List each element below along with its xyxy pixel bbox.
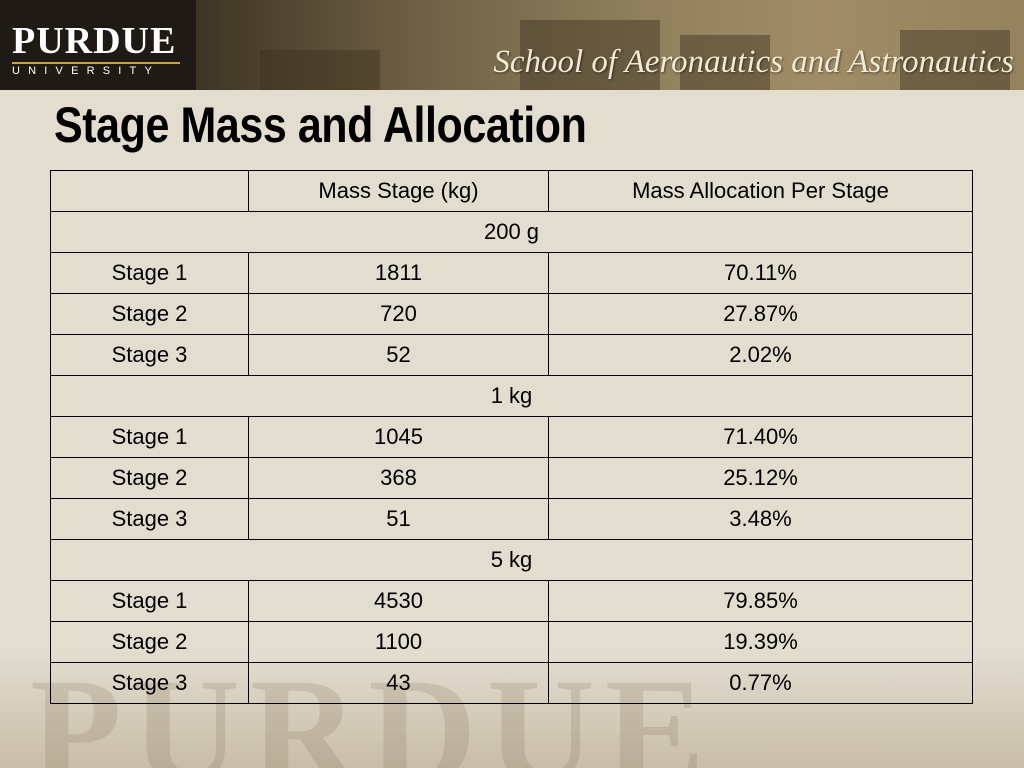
header-cell-blank [50,170,249,212]
stage-mass-cell: 51 [248,498,549,540]
table-row: Stage 2 368 25.12% [50,457,973,499]
logo-wordmark: PURDUE [12,20,177,62]
stage-mass-cell: 1045 [248,416,549,458]
stage-name-cell: Stage 3 [50,498,249,540]
stage-allocation-cell: 79.85% [548,580,973,622]
table-row: Stage 1 1045 71.40% [50,416,973,458]
logo-rule [12,62,180,64]
table-row: Stage 1 1811 70.11% [50,252,973,294]
stage-allocation-cell: 71.40% [548,416,973,458]
purdue-logo: PURDUE UNIVERSITY [0,0,196,90]
stage-mass-cell: 1100 [248,621,549,663]
stage-mass-cell: 720 [248,293,549,335]
stage-allocation-cell: 25.12% [548,457,973,499]
logo-subtitle: UNIVERSITY [12,65,161,77]
stage-name-cell: Stage 1 [50,580,249,622]
stage-allocation-cell: 19.39% [548,621,973,663]
table-row: Stage 3 52 2.02% [50,334,973,376]
header-cell-mass-stage: Mass Stage (kg) [248,170,549,212]
stage-name-cell: Stage 3 [50,662,249,704]
table-row: Stage 3 43 0.77% [50,662,973,704]
stage-name-cell: Stage 1 [50,252,249,294]
stage-mass-cell: 4530 [248,580,549,622]
stage-mass-cell: 368 [248,457,549,499]
stage-mass-cell: 52 [248,334,549,376]
stage-name-cell: Stage 2 [50,621,249,663]
stage-mass-cell: 43 [248,662,549,704]
table-row: Stage 2 1100 19.39% [50,621,973,663]
group-label: 1 kg [50,375,973,417]
slide-title: Stage Mass and Allocation [54,97,587,153]
stage-mass-cell: 1811 [248,252,549,294]
stage-allocation-cell: 3.48% [548,498,973,540]
stage-allocation-cell: 0.77% [548,662,973,704]
group-label: 200 g [50,211,973,253]
table-row: Stage 2 720 27.87% [50,293,973,335]
table-header-row: Mass Stage (kg) Mass Allocation Per Stag… [50,170,973,212]
header-cell-allocation: Mass Allocation Per Stage [548,170,973,212]
header-banner: PURDUE UNIVERSITY School of Aeronautics … [0,0,1024,90]
group-row-1kg: 1 kg [50,375,973,417]
stage-name-cell: Stage 3 [50,334,249,376]
stage-allocation-cell: 70.11% [548,252,973,294]
group-row-5kg: 5 kg [50,539,973,581]
group-label: 5 kg [50,539,973,581]
stage-name-cell: Stage 2 [50,293,249,335]
stage-name-cell: Stage 1 [50,416,249,458]
group-row-200g: 200 g [50,211,973,253]
stage-mass-table: Mass Stage (kg) Mass Allocation Per Stag… [50,170,973,704]
table-row: Stage 3 51 3.48% [50,498,973,540]
stage-allocation-cell: 2.02% [548,334,973,376]
table-row: Stage 1 4530 79.85% [50,580,973,622]
stage-allocation-cell: 27.87% [548,293,973,335]
stage-name-cell: Stage 2 [50,457,249,499]
school-name: School of Aeronautics and Astronautics [493,44,1014,80]
